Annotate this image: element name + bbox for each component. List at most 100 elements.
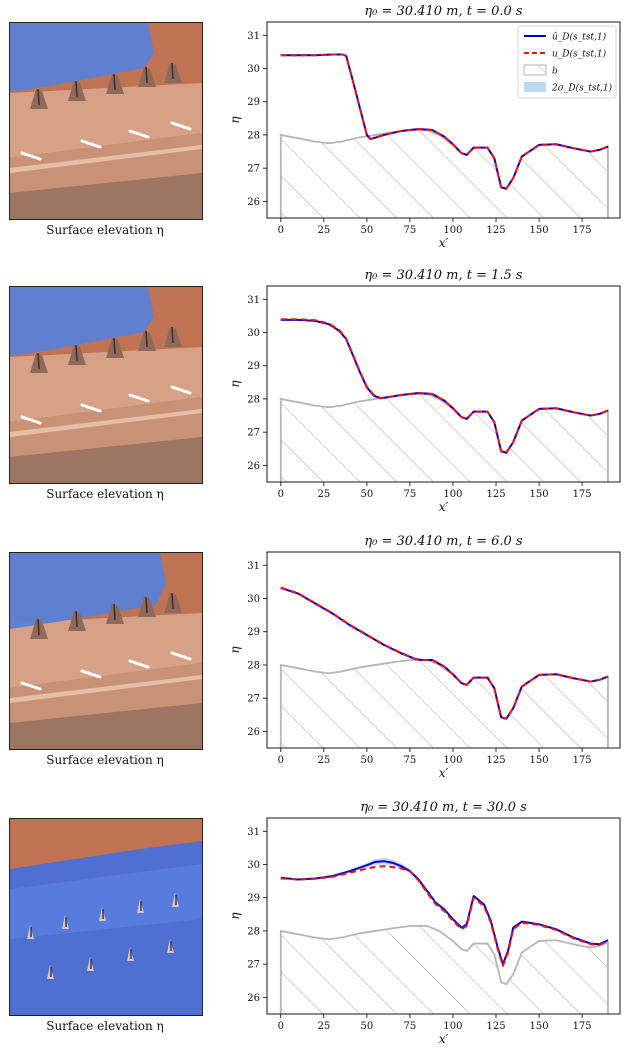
x-tick-label: 0	[278, 225, 284, 236]
truth-line	[280, 586, 609, 720]
pillar-shadow	[75, 610, 78, 628]
x-tick-label: 100	[443, 489, 462, 500]
plot-area	[279, 586, 609, 748]
y-tick-label: 27	[247, 164, 260, 175]
x-tick-label: 0	[278, 1021, 284, 1032]
plot-frame	[266, 285, 621, 483]
x-tick-label: 150	[530, 755, 549, 766]
y-tick-label: 29	[247, 627, 260, 638]
x-tick-label: 75	[404, 225, 417, 236]
terrain-ridge	[10, 675, 202, 703]
y-tick-label: 28	[247, 926, 260, 937]
elevation-plot: 0 25 50 75 100 125 150 175 26 27 28 29 30 31 η₀ = 30.4…	[215, 0, 639, 264]
x-tick-label: 100	[443, 225, 462, 236]
x-tick-label: 0	[278, 755, 284, 766]
plot-title: η₀ = 30.410 m, t = 6.0 s	[364, 534, 523, 549]
y-tick-label: 28	[247, 394, 260, 405]
x-tick-label: 25	[317, 489, 330, 500]
y-tick-label: 30	[247, 328, 260, 339]
elevation-plot: 0 25 50 75 100 125 150 175 26 27 28 29 30 31 η₀ = 30.4…	[215, 530, 639, 794]
pillar-shadow	[171, 62, 174, 80]
x-tick-label: 50	[361, 1021, 374, 1032]
y-tick-label: 27	[247, 960, 260, 971]
pillar-shadow	[145, 596, 148, 614]
x-tick-label: 75	[404, 489, 417, 500]
pillar-shadow	[113, 337, 116, 355]
x-tick-label: 125	[486, 225, 505, 236]
figure-row-3: Surface elevation η 0 25 50 75 100 125 150 175 2…	[0, 796, 639, 1060]
plot-title: η₀ = 30.410 m, t = 1.5 s	[364, 268, 523, 283]
x-axis-label: x′	[439, 500, 449, 514]
x-tick-label: 175	[573, 1021, 592, 1032]
marker-stripe	[80, 139, 102, 149]
render-thumbnail	[9, 286, 203, 484]
marker-stripe	[170, 385, 192, 395]
x-tick-label: 25	[317, 1021, 330, 1032]
marker-stripe	[20, 415, 42, 425]
marker-stripe	[128, 129, 150, 139]
thumbnail-caption: Surface elevation η	[46, 753, 164, 767]
x-tick-label: 50	[361, 755, 374, 766]
y-tick-label: 26	[247, 461, 260, 472]
x-tick-label: 175	[573, 489, 592, 500]
terrain-lower-bank	[10, 173, 202, 219]
pillar-shadow	[75, 344, 78, 362]
render-thumbnail	[9, 818, 203, 1016]
water-surface	[10, 287, 154, 356]
marker-stripe	[80, 403, 102, 413]
legend-swatch-uncertainty	[524, 82, 546, 92]
truth-line	[280, 53, 609, 190]
pillar-shadow	[37, 88, 40, 106]
legend-swatch-bathymetry	[523, 64, 547, 76]
terrain-ridge	[10, 145, 202, 173]
plot-title: η₀ = 30.410 m, t = 0.0 s	[364, 4, 523, 19]
y-tick-label: 31	[247, 827, 260, 838]
plot-area	[279, 318, 609, 482]
x-tick-label: 75	[404, 1021, 417, 1032]
plot-frame	[266, 817, 621, 1015]
thumbnail-caption: Surface elevation η	[46, 1019, 164, 1033]
thumbnail-caption: Surface elevation η	[46, 223, 164, 237]
terrain-lower-bank	[10, 703, 202, 749]
y-axis-label: η	[228, 646, 242, 654]
thumbnail-caption: Surface elevation η	[46, 487, 164, 501]
y-tick-label: 28	[247, 660, 260, 671]
y-axis-label: η	[228, 912, 242, 920]
elevation-plot: 0 25 50 75 100 125 150 175 26 27 28 29 30 31 η₀ = 30.4…	[215, 796, 639, 1060]
x-tick-label: 150	[530, 225, 549, 236]
y-axis-label: η	[228, 116, 242, 124]
legend-label: û_D(s_tst,1)	[552, 32, 607, 43]
y-tick-label: 30	[247, 64, 260, 75]
figure-row-2: Surface elevation η 0 25 50 75 100 125 150 175 2…	[0, 530, 639, 794]
x-tick-label: 75	[404, 755, 417, 766]
x-axis-label: x′	[439, 236, 449, 250]
y-axis-label: η	[228, 380, 242, 388]
pillar-shadow	[37, 618, 40, 636]
y-tick-label: 29	[247, 361, 260, 372]
x-axis-label: x′	[439, 1032, 449, 1046]
y-tick-label: 30	[247, 594, 260, 605]
x-tick-label: 175	[573, 755, 592, 766]
pillar-shadow	[113, 603, 116, 621]
elevation-plot: 0 25 50 75 100 125 150 175 26 27 28 29 30 31 η₀ = 30.4…	[215, 264, 639, 528]
pillar-shadow	[37, 352, 40, 370]
x-tick-label: 50	[361, 489, 374, 500]
marker-stripe	[128, 659, 150, 669]
y-tick-label: 26	[247, 197, 260, 208]
plot-area	[279, 53, 609, 218]
water-surface	[10, 23, 154, 92]
figure-row-1: Surface elevation η 0 25 50 75 100 125 150 175 2…	[0, 264, 639, 528]
marker-stripe	[20, 681, 42, 691]
figure-row-0: Surface elevation η 0 25 50 75 100 125 150 175 2…	[0, 0, 639, 264]
pillar-shadow	[171, 592, 174, 610]
plot-frame	[266, 21, 621, 219]
legend-label: u_D(s_tst,1)	[552, 49, 607, 60]
y-tick-label: 31	[247, 561, 260, 572]
pillar-shadow	[113, 73, 116, 91]
x-axis-label: x′	[439, 766, 449, 780]
marker-stripe	[170, 651, 192, 661]
y-tick-label: 26	[247, 727, 260, 738]
terrain-lower-bank	[10, 437, 202, 483]
pillar-shadow	[171, 326, 174, 344]
water-surface	[10, 553, 166, 629]
